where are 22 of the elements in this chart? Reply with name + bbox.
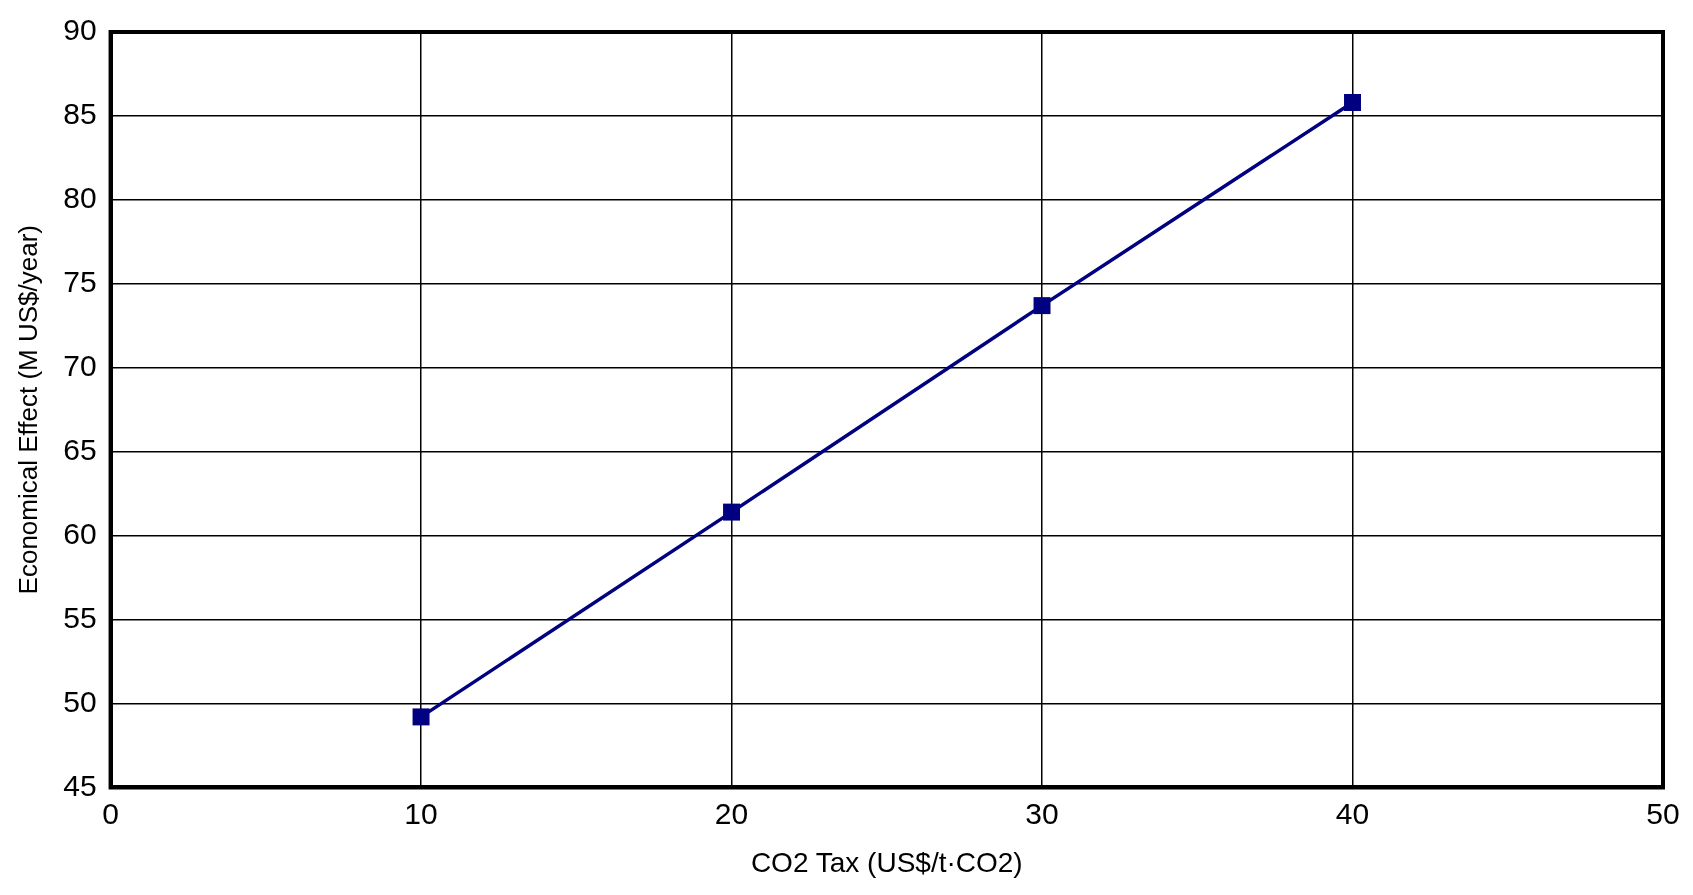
point (723, 503, 741, 521)
y-tick-label: 45 (63, 768, 97, 802)
x-tick-label: 50 (1646, 796, 1680, 830)
y-tick-label: 75 (63, 265, 97, 299)
y-tick-label: 65 (63, 432, 97, 466)
x-axis-title: CO2 Tax (US$/t·CO2) (750, 846, 1023, 878)
point (1033, 297, 1051, 315)
x-tick-label: 20 (714, 796, 749, 830)
y-tick-label: 90 (63, 13, 97, 47)
point (1344, 94, 1361, 111)
y-tick-label: 60 (63, 516, 97, 550)
x-tick-label: 30 (1025, 796, 1059, 830)
x-tick-label: 40 (1335, 796, 1370, 830)
x-tick-label: 10 (404, 796, 438, 830)
y-tick-label: 50 (63, 684, 97, 718)
y-tick-label: 55 (63, 600, 97, 634)
y-axis-title: Economical Effect (M US$/year) (12, 224, 43, 595)
y-tick-label: 70 (63, 349, 97, 382)
x-tick-label: 0 (102, 796, 119, 830)
point (412, 708, 430, 726)
y-tick-label: 85 (63, 97, 97, 131)
y-tick-label: 80 (63, 181, 97, 215)
